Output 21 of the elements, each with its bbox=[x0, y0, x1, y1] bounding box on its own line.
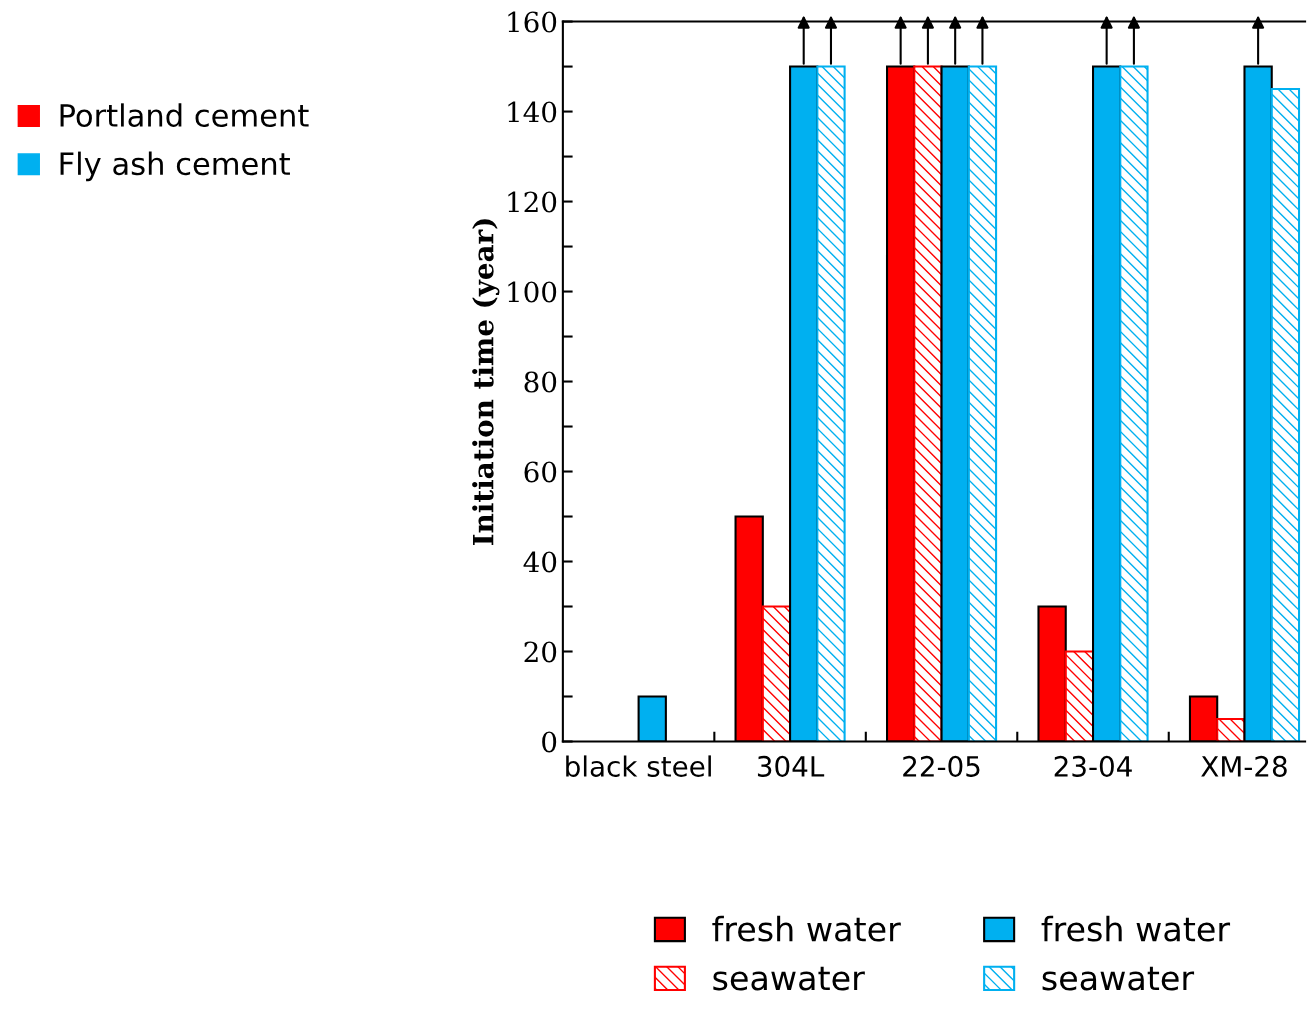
y-axis-title: Initiation time (year) bbox=[472, 219, 500, 546]
x-tick-label: black steel bbox=[566, 755, 711, 777]
y-tick-label: 100 bbox=[508, 281, 557, 303]
legend-label: fresh water bbox=[1041, 915, 1231, 942]
y-tick-label: 40 bbox=[523, 551, 557, 573]
y-tick-label: 60 bbox=[524, 461, 557, 483]
y-tick-label: 80 bbox=[524, 371, 557, 393]
y-tick-label: 0 bbox=[542, 731, 557, 753]
text: Fly ash cement bbox=[60, 151, 290, 182]
x-tick-label: 304L bbox=[757, 755, 825, 777]
x-tick-label: 23-04 bbox=[1054, 755, 1132, 777]
legend-label: fresh water bbox=[712, 915, 901, 942]
y-tick-label: 140 bbox=[508, 101, 557, 123]
y-tick-label: 120 bbox=[508, 191, 557, 213]
text: Portland cement bbox=[60, 103, 309, 127]
y-tick-label: 20 bbox=[524, 641, 557, 663]
legend-label: seawater bbox=[713, 966, 865, 991]
legend-label: seawater bbox=[1042, 966, 1195, 991]
y-tick-label: 160 bbox=[508, 11, 557, 33]
x-tick-label: 22-05 bbox=[903, 755, 980, 777]
x-tick-label: XM-28 bbox=[1201, 755, 1287, 777]
